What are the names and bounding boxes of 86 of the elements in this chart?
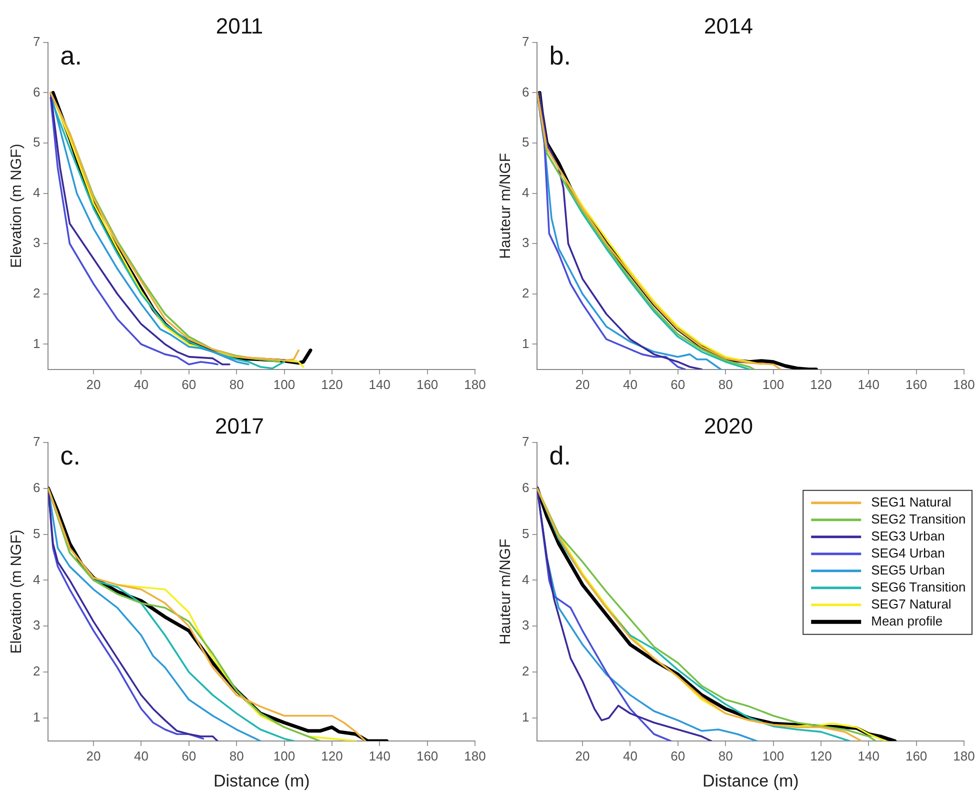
x-tick-label: 20: [575, 376, 590, 392]
y-tick-label: 7: [32, 434, 40, 449]
legend-label: SEG4 Urban: [871, 545, 945, 560]
y-axis-title: Elevation (m NGF): [8, 144, 26, 268]
annotation: d.: [549, 440, 571, 471]
x-tick-label: 40: [134, 376, 148, 392]
y-tick-label: 4: [32, 572, 40, 587]
y-tick-label: 6: [522, 480, 530, 495]
x-tick-label: 160: [416, 748, 438, 764]
legend-label: SEG1 Natural: [871, 494, 952, 510]
x-tick-label: 160: [416, 376, 438, 392]
x-tick-label: 80: [718, 376, 733, 392]
x-tick-label: 140: [858, 748, 880, 764]
annotation: a.: [60, 40, 82, 71]
y-tick-label: 1: [32, 336, 40, 351]
y-tick-label: 1: [32, 710, 40, 725]
x-tick-label: 180: [464, 748, 486, 764]
legend-label: SEG6 Transition: [871, 579, 966, 594]
x-tick-label: 100: [762, 748, 784, 764]
x-tick-label: 80: [229, 748, 244, 764]
y-tick-label: 2: [32, 286, 40, 301]
x-tick-label: 100: [273, 748, 296, 764]
x-tick-label: 60: [182, 376, 196, 392]
y-tick-label: 7: [522, 34, 530, 49]
y-tick-label: 2: [522, 286, 530, 301]
x-tick-label: 40: [134, 748, 148, 764]
y-axis-title: Hauteur m/NGF: [497, 152, 514, 259]
y-tick-label: 5: [32, 134, 40, 150]
x-tick-label: 120: [321, 748, 343, 764]
y-axis-title: Elevation (m NGF): [8, 530, 26, 654]
x-tick-label: 20: [86, 376, 101, 392]
y-tick-label: 6: [32, 84, 40, 100]
x-tick-label: 160: [905, 376, 928, 392]
chart-title: 2020: [704, 413, 753, 438]
x-tick-label: 120: [810, 748, 832, 764]
x-tick-label: 20: [86, 748, 101, 764]
x-tick-label: 180: [464, 376, 486, 392]
x-tick-label: 100: [762, 376, 784, 392]
x-axis-title: Distance (m): [213, 771, 310, 790]
y-tick-label: 2: [32, 664, 40, 679]
legend-label: Mean profile: [871, 613, 943, 628]
x-tick-label: 120: [810, 376, 832, 392]
x-tick-label: 180: [953, 376, 975, 392]
x-tick-label: 80: [718, 748, 733, 764]
y-tick-label: 7: [32, 34, 40, 49]
x-tick-label: 160: [905, 748, 928, 764]
x-tick-label: 60: [670, 376, 686, 392]
y-tick-label: 5: [522, 134, 530, 150]
y-tick-label: 6: [522, 84, 530, 100]
x-tick-label: 60: [670, 748, 686, 764]
annotation: c.: [60, 440, 80, 471]
chart-title: 2014: [704, 13, 753, 38]
y-tick-label: 2: [522, 664, 530, 679]
legend-label: SEG5 Urban: [871, 562, 945, 578]
x-tick-label: 120: [321, 376, 343, 392]
x-tick-label: 140: [368, 376, 390, 392]
chart-title: 2017: [215, 413, 264, 438]
x-tick-label: 100: [273, 376, 296, 392]
y-axis-title: Hauteur m/NGF: [497, 538, 514, 645]
x-tick-label: 140: [858, 376, 880, 392]
y-tick-label: 6: [32, 480, 40, 495]
legend-label: SEG2 Transition: [871, 511, 966, 526]
y-tick-label: 1: [522, 336, 530, 351]
y-tick-label: 3: [522, 235, 530, 250]
x-tick-label: 80: [229, 376, 244, 392]
x-tick-label: 40: [622, 748, 638, 764]
y-tick-label: 3: [522, 618, 530, 633]
y-tick-label: 4: [522, 184, 530, 200]
x-tick-label: 140: [368, 748, 390, 764]
y-tick-label: 4: [32, 184, 40, 200]
chart-title: 2011: [216, 13, 264, 38]
x-tick-label: 60: [182, 748, 196, 764]
y-tick-label: 5: [32, 526, 40, 541]
y-tick-label: 3: [32, 618, 40, 633]
y-tick-label: 1: [522, 710, 530, 725]
y-tick-label: 5: [522, 526, 530, 541]
y-tick-label: 7: [522, 434, 530, 449]
annotation: b.: [549, 40, 571, 71]
y-tick-label: 3: [32, 235, 40, 250]
x-axis-title: Distance (m): [702, 771, 799, 790]
x-tick-label: 180: [953, 748, 975, 764]
legend-label: SEG3 Urban: [871, 528, 945, 544]
y-tick-label: 4: [522, 572, 530, 587]
x-tick-label: 40: [622, 376, 638, 392]
legend-label: SEG7 Natural: [871, 596, 952, 612]
x-tick-label: 20: [575, 748, 590, 764]
